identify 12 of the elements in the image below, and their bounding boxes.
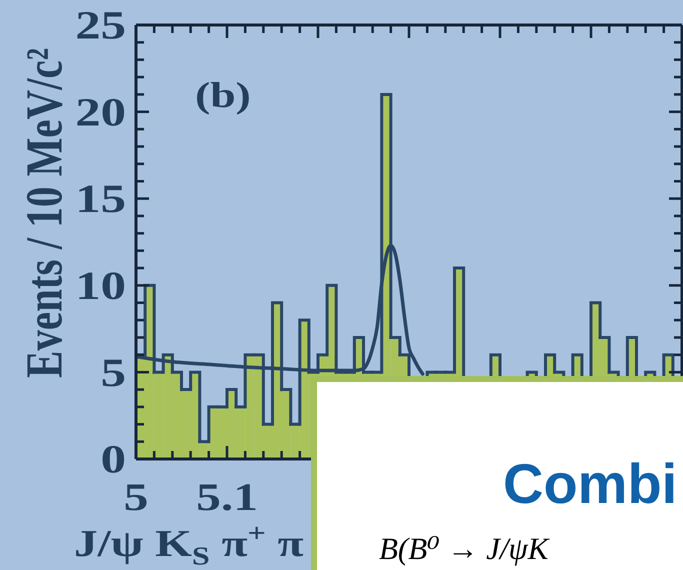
y-tick-label: 10 xyxy=(75,263,126,308)
annotation: Combi xyxy=(503,452,678,515)
y-tick-label: 5 xyxy=(100,350,126,395)
y-axis-title: Events / 10 MeV/c² xyxy=(16,48,74,378)
x-tick-label: 5.1 xyxy=(196,475,258,519)
y-tick-label: 20 xyxy=(75,89,126,134)
annotation: (b) xyxy=(195,74,251,115)
x-axis-title: J/ψ K$_{S}$ π$^{+}$ π xyxy=(74,519,304,570)
text: B(B⁰ → J/ψK xyxy=(379,531,548,566)
y-tick-label: 0 xyxy=(100,436,126,482)
y-tick-label: 25 xyxy=(75,2,126,48)
y-tick-label: 15 xyxy=(75,176,126,221)
